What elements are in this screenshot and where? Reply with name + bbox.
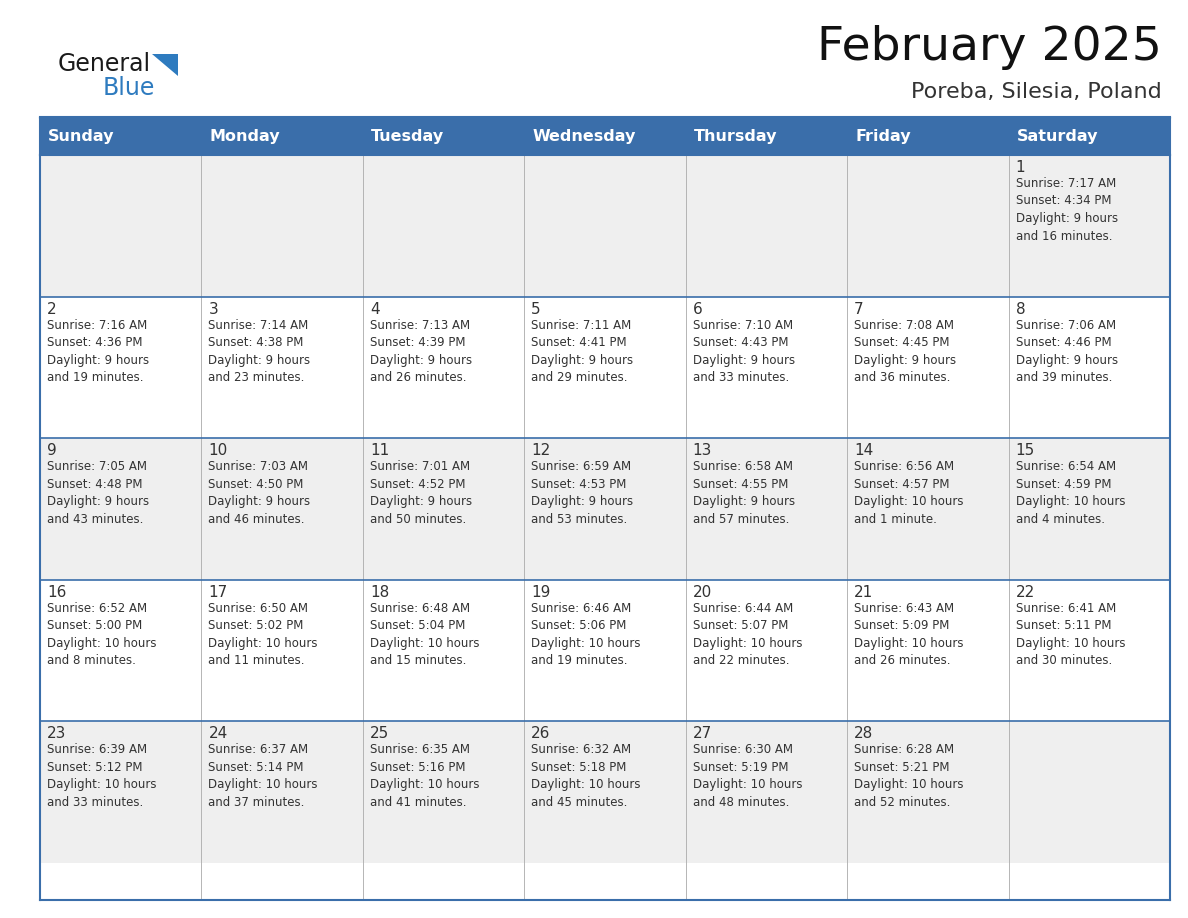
Text: Sunrise: 6:37 AM
Sunset: 5:14 PM
Daylight: 10 hours
and 37 minutes.: Sunrise: 6:37 AM Sunset: 5:14 PM Dayligh… bbox=[208, 744, 318, 809]
Text: Poreba, Silesia, Poland: Poreba, Silesia, Poland bbox=[911, 82, 1162, 102]
Text: 2: 2 bbox=[48, 302, 57, 317]
Text: 28: 28 bbox=[854, 726, 873, 742]
Text: 14: 14 bbox=[854, 443, 873, 458]
Text: 7: 7 bbox=[854, 302, 864, 317]
Text: Sunday: Sunday bbox=[48, 129, 114, 144]
Text: 11: 11 bbox=[369, 443, 390, 458]
Text: Sunrise: 7:10 AM
Sunset: 4:43 PM
Daylight: 9 hours
and 33 minutes.: Sunrise: 7:10 AM Sunset: 4:43 PM Dayligh… bbox=[693, 319, 795, 384]
Text: 8: 8 bbox=[1016, 302, 1025, 317]
Text: 4: 4 bbox=[369, 302, 379, 317]
Text: Sunrise: 6:56 AM
Sunset: 4:57 PM
Daylight: 10 hours
and 1 minute.: Sunrise: 6:56 AM Sunset: 4:57 PM Dayligh… bbox=[854, 460, 963, 526]
Text: Sunrise: 6:58 AM
Sunset: 4:55 PM
Daylight: 9 hours
and 57 minutes.: Sunrise: 6:58 AM Sunset: 4:55 PM Dayligh… bbox=[693, 460, 795, 526]
Text: 17: 17 bbox=[208, 585, 228, 599]
Text: Blue: Blue bbox=[103, 76, 156, 100]
Text: 9: 9 bbox=[48, 443, 57, 458]
Polygon shape bbox=[152, 54, 178, 76]
Text: February 2025: February 2025 bbox=[817, 25, 1162, 70]
Text: Sunrise: 7:01 AM
Sunset: 4:52 PM
Daylight: 9 hours
and 50 minutes.: Sunrise: 7:01 AM Sunset: 4:52 PM Dayligh… bbox=[369, 460, 472, 526]
Bar bbox=[40, 580, 1170, 722]
Text: 21: 21 bbox=[854, 585, 873, 599]
Text: Monday: Monday bbox=[209, 129, 280, 144]
Text: Sunrise: 7:16 AM
Sunset: 4:36 PM
Daylight: 9 hours
and 19 minutes.: Sunrise: 7:16 AM Sunset: 4:36 PM Dayligh… bbox=[48, 319, 150, 384]
Text: 25: 25 bbox=[369, 726, 390, 742]
Text: 10: 10 bbox=[208, 443, 228, 458]
Text: 5: 5 bbox=[531, 302, 541, 317]
Text: Sunrise: 6:44 AM
Sunset: 5:07 PM
Daylight: 10 hours
and 22 minutes.: Sunrise: 6:44 AM Sunset: 5:07 PM Dayligh… bbox=[693, 602, 802, 667]
Text: Sunrise: 6:30 AM
Sunset: 5:19 PM
Daylight: 10 hours
and 48 minutes.: Sunrise: 6:30 AM Sunset: 5:19 PM Dayligh… bbox=[693, 744, 802, 809]
Text: 26: 26 bbox=[531, 726, 551, 742]
Text: 19: 19 bbox=[531, 585, 551, 599]
Text: 13: 13 bbox=[693, 443, 712, 458]
Text: 3: 3 bbox=[208, 302, 219, 317]
Text: Sunrise: 6:39 AM
Sunset: 5:12 PM
Daylight: 10 hours
and 33 minutes.: Sunrise: 6:39 AM Sunset: 5:12 PM Dayligh… bbox=[48, 744, 157, 809]
Text: Sunrise: 6:54 AM
Sunset: 4:59 PM
Daylight: 10 hours
and 4 minutes.: Sunrise: 6:54 AM Sunset: 4:59 PM Dayligh… bbox=[1016, 460, 1125, 526]
Text: Sunrise: 6:52 AM
Sunset: 5:00 PM
Daylight: 10 hours
and 8 minutes.: Sunrise: 6:52 AM Sunset: 5:00 PM Dayligh… bbox=[48, 602, 157, 667]
Text: Sunrise: 7:17 AM
Sunset: 4:34 PM
Daylight: 9 hours
and 16 minutes.: Sunrise: 7:17 AM Sunset: 4:34 PM Dayligh… bbox=[1016, 177, 1118, 242]
Text: Saturday: Saturday bbox=[1017, 129, 1098, 144]
Text: Sunrise: 7:13 AM
Sunset: 4:39 PM
Daylight: 9 hours
and 26 minutes.: Sunrise: 7:13 AM Sunset: 4:39 PM Dayligh… bbox=[369, 319, 472, 384]
Text: Sunrise: 6:46 AM
Sunset: 5:06 PM
Daylight: 10 hours
and 19 minutes.: Sunrise: 6:46 AM Sunset: 5:06 PM Dayligh… bbox=[531, 602, 640, 667]
Bar bbox=[40, 438, 1170, 580]
Text: Sunrise: 6:50 AM
Sunset: 5:02 PM
Daylight: 10 hours
and 11 minutes.: Sunrise: 6:50 AM Sunset: 5:02 PM Dayligh… bbox=[208, 602, 318, 667]
Text: 18: 18 bbox=[369, 585, 390, 599]
Text: Sunrise: 6:59 AM
Sunset: 4:53 PM
Daylight: 9 hours
and 53 minutes.: Sunrise: 6:59 AM Sunset: 4:53 PM Dayligh… bbox=[531, 460, 633, 526]
Text: Sunrise: 6:35 AM
Sunset: 5:16 PM
Daylight: 10 hours
and 41 minutes.: Sunrise: 6:35 AM Sunset: 5:16 PM Dayligh… bbox=[369, 744, 479, 809]
Text: Sunrise: 7:11 AM
Sunset: 4:41 PM
Daylight: 9 hours
and 29 minutes.: Sunrise: 7:11 AM Sunset: 4:41 PM Dayligh… bbox=[531, 319, 633, 384]
Text: 27: 27 bbox=[693, 726, 712, 742]
Text: 1: 1 bbox=[1016, 160, 1025, 175]
Text: Sunrise: 7:08 AM
Sunset: 4:45 PM
Daylight: 9 hours
and 36 minutes.: Sunrise: 7:08 AM Sunset: 4:45 PM Dayligh… bbox=[854, 319, 956, 384]
Text: 16: 16 bbox=[48, 585, 67, 599]
Text: 22: 22 bbox=[1016, 585, 1035, 599]
Text: Sunrise: 6:32 AM
Sunset: 5:18 PM
Daylight: 10 hours
and 45 minutes.: Sunrise: 6:32 AM Sunset: 5:18 PM Dayligh… bbox=[531, 744, 640, 809]
Text: 20: 20 bbox=[693, 585, 712, 599]
Text: 15: 15 bbox=[1016, 443, 1035, 458]
Bar bbox=[40, 297, 1170, 438]
Bar bbox=[40, 155, 1170, 297]
Text: 6: 6 bbox=[693, 302, 702, 317]
Text: 12: 12 bbox=[531, 443, 550, 458]
Text: Sunrise: 7:06 AM
Sunset: 4:46 PM
Daylight: 9 hours
and 39 minutes.: Sunrise: 7:06 AM Sunset: 4:46 PM Dayligh… bbox=[1016, 319, 1118, 384]
Bar bbox=[40, 118, 1170, 155]
Text: Tuesday: Tuesday bbox=[371, 129, 444, 144]
Text: Wednesday: Wednesday bbox=[532, 129, 636, 144]
Text: Friday: Friday bbox=[855, 129, 911, 144]
Text: Sunrise: 7:14 AM
Sunset: 4:38 PM
Daylight: 9 hours
and 23 minutes.: Sunrise: 7:14 AM Sunset: 4:38 PM Dayligh… bbox=[208, 319, 310, 384]
Text: Sunrise: 6:28 AM
Sunset: 5:21 PM
Daylight: 10 hours
and 52 minutes.: Sunrise: 6:28 AM Sunset: 5:21 PM Dayligh… bbox=[854, 744, 963, 809]
Text: Sunrise: 7:03 AM
Sunset: 4:50 PM
Daylight: 9 hours
and 46 minutes.: Sunrise: 7:03 AM Sunset: 4:50 PM Dayligh… bbox=[208, 460, 310, 526]
Bar bbox=[40, 722, 1170, 863]
Text: Sunrise: 6:41 AM
Sunset: 5:11 PM
Daylight: 10 hours
and 30 minutes.: Sunrise: 6:41 AM Sunset: 5:11 PM Dayligh… bbox=[1016, 602, 1125, 667]
Text: Sunrise: 6:48 AM
Sunset: 5:04 PM
Daylight: 10 hours
and 15 minutes.: Sunrise: 6:48 AM Sunset: 5:04 PM Dayligh… bbox=[369, 602, 479, 667]
Text: 24: 24 bbox=[208, 726, 228, 742]
Text: Sunrise: 7:05 AM
Sunset: 4:48 PM
Daylight: 9 hours
and 43 minutes.: Sunrise: 7:05 AM Sunset: 4:48 PM Dayligh… bbox=[48, 460, 150, 526]
Text: 23: 23 bbox=[48, 726, 67, 742]
Text: General: General bbox=[58, 52, 151, 76]
Text: Thursday: Thursday bbox=[694, 129, 777, 144]
Text: Sunrise: 6:43 AM
Sunset: 5:09 PM
Daylight: 10 hours
and 26 minutes.: Sunrise: 6:43 AM Sunset: 5:09 PM Dayligh… bbox=[854, 602, 963, 667]
